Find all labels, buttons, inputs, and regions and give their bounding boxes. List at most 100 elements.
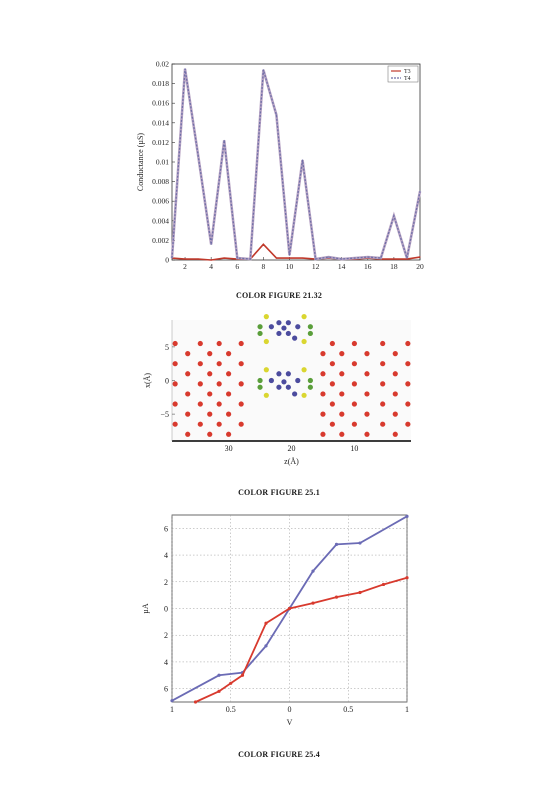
series-T3-point bbox=[314, 258, 317, 260]
iv-series-1-point bbox=[170, 699, 174, 703]
atom-red-marker bbox=[320, 371, 326, 377]
atom-red-marker bbox=[238, 381, 244, 387]
atom-green-marker bbox=[307, 377, 313, 384]
x-tick-label: 10 bbox=[286, 262, 294, 271]
atom-red-marker bbox=[238, 401, 244, 407]
atom-red-marker bbox=[216, 340, 222, 347]
legend-label-T4: T4 bbox=[404, 76, 411, 82]
x-tick-label: 8 bbox=[261, 262, 265, 271]
atom-yellow-marker bbox=[301, 314, 307, 320]
series-T4-halo bbox=[170, 68, 422, 261]
atom-red-marker bbox=[172, 340, 178, 347]
atom-red-marker bbox=[339, 391, 345, 397]
series-T4-point bbox=[380, 257, 382, 259]
series-T4-point bbox=[419, 190, 421, 192]
y-tick-label: 0.014 bbox=[152, 118, 169, 127]
atom-green-marker bbox=[257, 377, 263, 384]
atom-red-marker bbox=[339, 371, 345, 377]
atom-red-marker bbox=[380, 361, 386, 367]
y-tick-label: 0.002 bbox=[152, 236, 169, 245]
atom-red-marker bbox=[207, 391, 213, 397]
plot-frame bbox=[171, 514, 408, 703]
atom-red-marker bbox=[364, 431, 370, 437]
caption-figure-21-32: COLOR FIGURE 21.32 bbox=[235, 291, 323, 300]
series-T3-point bbox=[249, 258, 251, 260]
series-T4-point bbox=[236, 257, 238, 259]
atom-yellow-marker bbox=[263, 392, 269, 398]
x-tick-label: 6 bbox=[235, 262, 239, 271]
atom-red-marker bbox=[238, 421, 244, 427]
atom-red-marker bbox=[405, 340, 411, 347]
atom-red-marker bbox=[339, 431, 345, 437]
series-T3-point bbox=[419, 256, 421, 258]
x-tick-label: 14 bbox=[338, 262, 346, 271]
series-T3-point bbox=[354, 258, 356, 260]
iv-series-2-point bbox=[217, 689, 221, 693]
y-tick-label: 5 bbox=[165, 343, 169, 352]
iv-series-2-point bbox=[405, 576, 409, 580]
atom-red-marker bbox=[197, 401, 203, 407]
y-tick-label: 0.01 bbox=[156, 158, 169, 167]
atom-yellow-marker bbox=[263, 314, 269, 320]
atom-red-marker bbox=[172, 381, 178, 387]
series-T3-point bbox=[288, 257, 291, 259]
iv-series-1-point bbox=[311, 569, 315, 573]
atom-yellow-marker bbox=[263, 338, 269, 345]
atom-green-marker bbox=[257, 324, 263, 330]
iv-series-2-point bbox=[287, 606, 292, 611]
atom-green-marker bbox=[257, 384, 263, 390]
x-tick-label: 0.5 bbox=[343, 705, 353, 714]
y-tick-label: 6 bbox=[164, 685, 168, 694]
x-tick-label: 4 bbox=[209, 262, 213, 271]
x-tick-label: 1 bbox=[405, 705, 409, 714]
atom-red-marker bbox=[238, 340, 244, 347]
series-T4-line bbox=[171, 68, 421, 260]
atom-blue-marker bbox=[281, 325, 287, 331]
series-T4-point bbox=[171, 257, 173, 259]
atom-green-marker bbox=[257, 330, 263, 337]
y-tick-label: 0 bbox=[165, 256, 169, 265]
series-T4-point bbox=[197, 154, 199, 156]
atom-red-marker bbox=[320, 391, 326, 397]
series-T3-point bbox=[197, 258, 199, 260]
atom-yellow-marker bbox=[301, 367, 307, 373]
atom-red-marker bbox=[226, 391, 232, 397]
atom-red-marker bbox=[329, 340, 335, 347]
iv-series-2-point bbox=[334, 595, 339, 599]
atom-red-marker bbox=[207, 371, 213, 377]
series-T4-point bbox=[301, 159, 304, 161]
atom-blue-marker bbox=[285, 371, 291, 377]
atom-red-marker bbox=[226, 371, 232, 377]
atom-red-marker bbox=[207, 411, 213, 417]
series-T3-point bbox=[341, 258, 343, 260]
iv-series-2-point bbox=[358, 590, 362, 595]
atom-red-marker bbox=[226, 411, 232, 417]
iv-series-1-point bbox=[358, 541, 362, 545]
y-tick-label: 0.006 bbox=[152, 197, 169, 206]
iv-series-1-point bbox=[264, 644, 268, 648]
atom-green-marker bbox=[307, 384, 313, 390]
series-T3-point bbox=[184, 258, 186, 260]
atom-red-marker bbox=[351, 381, 357, 387]
series-T4-point bbox=[314, 258, 317, 260]
atom-red-marker bbox=[364, 411, 370, 417]
x-tick-label: 18 bbox=[390, 262, 398, 271]
x-tick-label: 30 bbox=[225, 444, 233, 453]
series-T4-point bbox=[275, 114, 278, 116]
atom-red-marker bbox=[172, 361, 178, 367]
legend-label-T3: T3 bbox=[404, 69, 411, 75]
atom-red-marker bbox=[351, 401, 357, 407]
atom-red-marker bbox=[320, 431, 326, 437]
atom-red-marker bbox=[380, 381, 386, 387]
atom-blue-marker bbox=[285, 320, 291, 326]
y-tick-label: 6 bbox=[164, 524, 168, 533]
atom-red-marker bbox=[351, 421, 357, 427]
x-tick-label: 12 bbox=[312, 262, 320, 271]
atom-red-marker bbox=[185, 411, 191, 417]
atom-red-marker bbox=[392, 391, 398, 397]
legend-box bbox=[387, 65, 419, 83]
atom-blue-marker bbox=[268, 324, 274, 330]
atom-red-marker bbox=[329, 361, 335, 367]
atom-red-marker bbox=[226, 351, 232, 357]
atom-red-marker bbox=[392, 431, 398, 437]
